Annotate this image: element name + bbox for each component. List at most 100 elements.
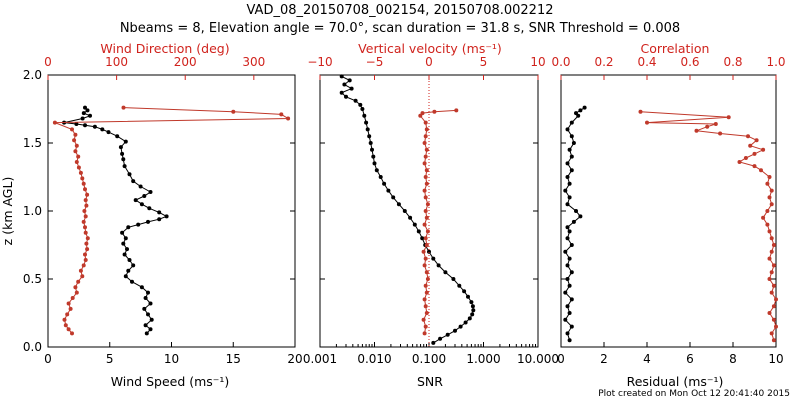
y-tick-label: 1.0 [23, 204, 42, 218]
wind-top-tick-label: 200 [174, 55, 197, 69]
vertical-snr-point [470, 312, 475, 317]
residual-residual-point [578, 108, 583, 113]
residual-correlation-point [771, 304, 776, 309]
vertical-vertical-velocity-point [423, 324, 428, 329]
residual-residual-point [565, 202, 570, 207]
vertical-snr-point [349, 86, 354, 91]
wind-wind-direction-point [81, 219, 86, 224]
vertical-vertical-velocity-point [422, 263, 427, 268]
y-tick-label: 1.5 [23, 136, 42, 150]
residual-residual-point [569, 297, 574, 302]
wind-wind-speed-point [126, 268, 131, 273]
residual-correlation-point [743, 156, 748, 160]
vertical-snr-point [347, 78, 352, 83]
figure-title-line2: Nbeams = 8, Elevation angle = 70.0°, sca… [120, 21, 680, 36]
wind-speed-axis-label: Wind Speed (ms⁻¹) [111, 374, 230, 389]
wind-wind-direction-point [121, 105, 126, 110]
residual-residual-point [569, 154, 574, 159]
vertical-snr-point [365, 127, 370, 132]
residual-correlation-point [746, 134, 750, 139]
residual-bottom-tick-label: 0 [557, 352, 565, 366]
wind-wind-speed-line [63, 107, 168, 334]
residual-top-tick-label: 0.0 [551, 55, 570, 69]
residual-correlation-point [765, 209, 770, 213]
residual-correlation-point [718, 131, 723, 136]
wind-wind-direction-point [62, 317, 67, 322]
vertical-snr-point [370, 147, 374, 152]
wind-wind-speed-point [123, 274, 128, 279]
vertical-snr-point [344, 94, 348, 99]
wind-wind-speed-point [81, 111, 86, 116]
residual-residual-point [569, 243, 574, 247]
residual-correlation-point [769, 188, 774, 193]
wind-wind-direction-point [73, 149, 78, 154]
vertical-snr-point [339, 74, 344, 79]
vertical-vertical-velocity-point [423, 209, 428, 213]
wind-wind-direction-point [74, 160, 79, 164]
residual-residual-point [569, 270, 574, 275]
vertical-snr-point [445, 332, 450, 337]
vertical-snr-point [470, 304, 475, 309]
wind-wind-speed-point [121, 241, 126, 246]
wind-wind-direction-point [66, 301, 71, 306]
wind-wind-speed-point [139, 202, 144, 207]
vertical-vertical-velocity-point [423, 195, 428, 200]
residual-axis-label: Residual (ms⁻¹) [627, 374, 724, 389]
residual-residual-point [567, 311, 572, 315]
wind-top-tick-label: 0 [44, 55, 52, 69]
residual-correlation-point [726, 115, 731, 120]
wind-wind-direction-point [74, 290, 79, 295]
vertical-snr-point [372, 161, 377, 166]
residual-residual-point [567, 283, 572, 288]
wind-wind-speed-point [144, 331, 149, 336]
wind-wind-speed-point [149, 317, 154, 322]
vertical-snr-point [458, 324, 463, 329]
vertical-vertical-velocity-point [423, 175, 428, 179]
wind-wind-direction-point [83, 258, 88, 262]
vertical-snr-line [340, 75, 474, 344]
vertical-snr-point [396, 202, 401, 207]
residual-correlation-point [767, 175, 772, 179]
wind-bottom-tick-label: 20 [287, 352, 302, 366]
residual-correlation-point [694, 128, 699, 133]
wind-wind-direction-point [74, 143, 79, 148]
wind-bottom-tick-label: 15 [226, 352, 241, 366]
wind-wind-direction-point [73, 132, 78, 137]
wind-wind-speed-point [138, 184, 143, 189]
residual-residual-point [563, 188, 568, 193]
wind-wind-direction-point [83, 252, 87, 257]
wind-wind-direction-point [78, 268, 83, 273]
residual-residual-point [578, 214, 583, 219]
vertical-snr-point [420, 236, 425, 241]
residual-correlation-point [767, 256, 772, 261]
residual-residual-point [563, 290, 568, 295]
residual-residual-point [574, 111, 578, 116]
wind-wind-speed-point [164, 214, 169, 219]
wind-wind-speed-point [118, 145, 123, 150]
wind-wind-speed-point [120, 151, 125, 156]
vertical-snr-point [467, 316, 472, 321]
wind-wind-speed-point [123, 236, 128, 241]
vertical-snr-point [368, 141, 373, 145]
vertical-vertical-velocity-point [418, 113, 423, 118]
wind-wind-direction-point [81, 181, 86, 186]
plot-created-footer: Plot created on Mon Oct 12 20:41:40 2015 [598, 389, 790, 399]
vertical-top-tick-label: −5 [366, 55, 384, 69]
wind-wind-direction-point [84, 203, 89, 208]
residual-top-tick-label: 0.8 [723, 55, 742, 69]
vertical-bottom-tick-label: 10.000 [517, 352, 559, 366]
vertical-vertical-velocity-point [432, 109, 437, 114]
vertical-snr-point [471, 308, 476, 313]
wind-wind-speed-point [92, 124, 97, 129]
residual-residual-point [567, 229, 572, 234]
vertical-snr-point [451, 277, 456, 281]
vertical-vertical-velocity-point [424, 168, 429, 173]
vertical-snr-point [362, 113, 367, 118]
vertical-snr-point [436, 263, 441, 268]
wind-wind-speed-point [115, 134, 120, 139]
wind-wind-direction-point [65, 312, 70, 317]
residual-correlation-point [737, 160, 742, 164]
vertical-vertical-velocity-point [423, 283, 428, 288]
wind-wind-speed-point [136, 222, 141, 227]
wind-wind-direction-point [84, 241, 89, 246]
